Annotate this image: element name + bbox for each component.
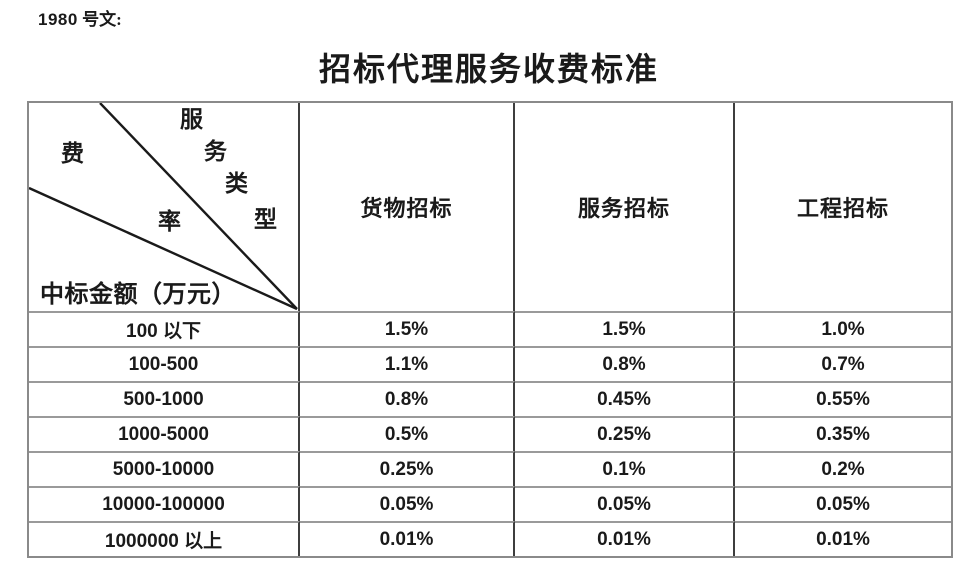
rate-cell: 0.8% [515,346,735,381]
col-header-engineering: 工程招标 [796,196,889,221]
doc-number: 1980 [38,10,78,29]
rate-cell: 0.25% [300,451,515,486]
doc-number-suffix: 号文: [82,10,122,29]
corner-service-type-char: 务 [204,139,227,164]
rate-cell: 0.1% [515,451,735,486]
rate-cell: 0.5% [300,416,515,451]
rate-cell: 0.7% [735,346,951,381]
rate-cell: 1.5% [515,311,735,346]
page-title: 招标代理服务收费标准 [318,51,659,87]
corner-amount-label: 中标金额（万元） [40,282,236,308]
amount-range-cell: 100 以下 [29,311,300,346]
amount-range-cell: 1000000 以上 [29,521,300,556]
corner-rate-char: 费 [61,141,84,166]
doc-number-line: 1980 号文: [38,5,122,30]
rate-cell: 0.8% [300,381,515,416]
col-header-service: 服务招标 [515,103,735,311]
rate-cell: 0.2% [735,451,951,486]
rate-cell: 0.45% [515,381,735,416]
rate-cell: 0.05% [300,486,515,521]
rate-cell: 1.5% [300,311,515,346]
amount-range-cell: 100-500 [29,346,300,381]
rate-cell: 0.01% [515,521,735,556]
corner-rate-char: 率 [158,209,181,234]
amount-range-cell: 10000-100000 [29,486,300,521]
amount-range-cell: 5000-10000 [29,451,300,486]
diagonal-divider-lines [29,103,298,311]
rate-cell: 0.05% [735,486,951,521]
col-header-goods: 货物招标 [300,103,515,311]
rate-cell: 0.35% [735,416,951,451]
rate-cell: 0.01% [300,521,515,556]
corner-header-cell: 服 务 类 型 费 率 中标金额（万元） [29,103,300,311]
fee-table: 服 务 类 型 费 率 中标金额（万元） 货物招标 服务招标 工程招标 100 … [27,101,953,558]
rate-cell: 0.01% [735,521,951,556]
corner-service-type-char: 服 [180,107,203,132]
rate-cell: 1.0% [735,311,951,346]
rate-cell: 0.55% [735,381,951,416]
rate-cell: 0.25% [515,416,735,451]
corner-service-type-char: 类 [225,171,248,196]
rate-cell: 0.05% [515,486,735,521]
corner-service-type-char: 型 [254,207,277,232]
amount-range-cell: 500-1000 [29,381,300,416]
rate-cell: 1.1% [300,346,515,381]
amount-range-cell: 1000-5000 [29,416,300,451]
